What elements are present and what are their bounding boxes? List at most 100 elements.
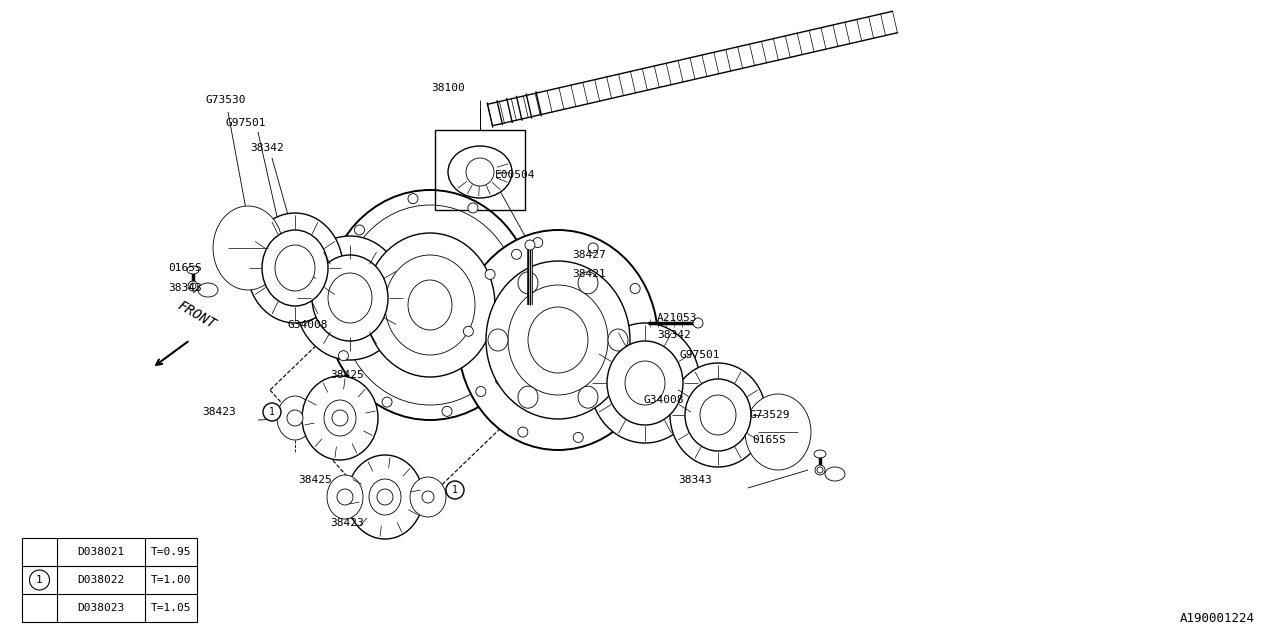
Bar [22,538,197,622]
Ellipse shape [198,283,218,297]
Text: 38427: 38427 [572,250,605,260]
Ellipse shape [312,255,388,341]
Circle shape [337,489,353,505]
Ellipse shape [458,230,658,450]
Text: 38421: 38421 [572,269,605,279]
Text: 38100: 38100 [431,83,465,93]
Text: T=1.05: T=1.05 [151,603,191,613]
Text: 38423: 38423 [202,407,236,417]
Circle shape [468,203,477,213]
Text: 1: 1 [36,575,42,585]
Circle shape [518,427,527,437]
Ellipse shape [340,205,520,405]
Circle shape [355,225,365,235]
Ellipse shape [508,285,608,395]
Ellipse shape [212,206,283,290]
Text: G97501: G97501 [225,118,265,128]
Circle shape [817,467,823,473]
Circle shape [262,403,282,421]
Text: 38425: 38425 [330,370,364,380]
Ellipse shape [448,146,512,198]
Circle shape [188,281,198,291]
Ellipse shape [247,213,343,323]
Ellipse shape [518,386,538,408]
Circle shape [495,375,506,385]
Circle shape [466,158,494,186]
Circle shape [621,401,631,411]
Circle shape [328,285,338,295]
Text: 1: 1 [269,407,275,417]
Circle shape [522,315,532,325]
Text: E00504: E00504 [495,170,535,180]
Ellipse shape [365,233,495,377]
Ellipse shape [385,255,475,355]
Circle shape [422,491,434,503]
Ellipse shape [325,190,535,420]
Text: T=0.95: T=0.95 [151,547,191,557]
Text: G34008: G34008 [287,320,328,330]
Text: 0165S: 0165S [168,263,202,273]
Text: 38343: 38343 [168,283,202,293]
Text: A21053: A21053 [657,313,698,323]
Circle shape [29,570,50,590]
Text: D038023: D038023 [77,603,124,613]
Ellipse shape [369,479,401,515]
Ellipse shape [275,245,315,291]
Circle shape [692,318,703,328]
Circle shape [338,351,348,361]
Text: G34008: G34008 [643,395,684,405]
Ellipse shape [625,361,666,405]
Circle shape [630,284,640,294]
Text: 38343: 38343 [678,475,712,485]
Ellipse shape [525,240,535,250]
Ellipse shape [700,395,736,435]
Ellipse shape [814,450,826,458]
Circle shape [378,489,393,505]
Text: 38342: 38342 [250,143,284,153]
Ellipse shape [607,341,684,425]
Ellipse shape [608,329,628,351]
Ellipse shape [486,261,630,419]
Circle shape [442,406,452,417]
Text: T=1.00: T=1.00 [151,575,191,585]
Circle shape [463,326,474,336]
Text: G73529: G73529 [750,410,791,420]
Ellipse shape [262,230,328,306]
Ellipse shape [276,396,314,440]
Ellipse shape [579,272,598,294]
Ellipse shape [324,400,356,436]
Text: 38423: 38423 [330,518,364,528]
Ellipse shape [408,280,452,330]
Ellipse shape [328,273,372,323]
Ellipse shape [410,477,445,517]
Text: 38425: 38425 [298,475,332,485]
Ellipse shape [826,467,845,481]
Circle shape [287,410,303,426]
Circle shape [532,237,543,248]
Ellipse shape [518,272,538,294]
Text: D038021: D038021 [77,547,124,557]
Circle shape [476,387,486,397]
Circle shape [815,465,826,475]
Text: 38342: 38342 [657,330,691,340]
Circle shape [189,283,196,289]
Text: 1: 1 [452,485,458,495]
Text: D038022: D038022 [77,575,124,585]
Text: G97501: G97501 [680,350,721,360]
Ellipse shape [326,475,364,519]
Bar [435,130,525,210]
Circle shape [573,433,584,442]
Circle shape [643,344,653,354]
Ellipse shape [590,323,700,443]
Text: A190001224: A190001224 [1180,611,1254,625]
Ellipse shape [488,329,508,351]
Text: 0165S: 0165S [753,435,786,445]
Circle shape [445,481,465,499]
Ellipse shape [745,394,812,470]
Circle shape [332,410,348,426]
Ellipse shape [685,379,751,451]
Circle shape [408,194,419,204]
Ellipse shape [669,363,765,467]
Ellipse shape [302,376,378,460]
Ellipse shape [294,236,404,360]
